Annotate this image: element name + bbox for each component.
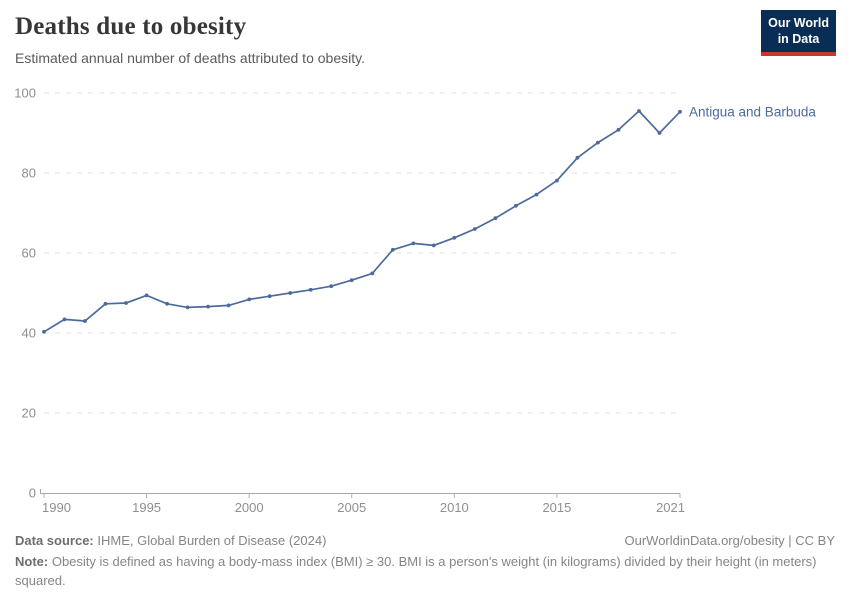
data-point[interactable]: [637, 109, 641, 113]
data-point[interactable]: [534, 192, 539, 197]
data-source: Data source: IHME, Global Burden of Dise…: [15, 532, 326, 551]
data-point[interactable]: [267, 294, 272, 299]
chart-footer: Data source: IHME, Global Burden of Dise…: [15, 532, 835, 591]
x-tick-label: 2015: [542, 500, 571, 515]
data-point[interactable]: [575, 155, 580, 160]
x-tick-label: 2000: [235, 500, 264, 515]
data-point[interactable]: [411, 241, 416, 246]
x-tick-label: 2005: [337, 500, 366, 515]
y-tick-label: 60: [22, 246, 36, 261]
data-point[interactable]: [226, 303, 231, 308]
x-tick-label: 1995: [132, 500, 161, 515]
data-point[interactable]: [596, 140, 600, 145]
y-gridlines: [44, 92, 680, 414]
data-point[interactable]: [493, 216, 498, 221]
x-tick-label: 1990: [42, 500, 71, 515]
data-series[interactable]: [42, 109, 682, 334]
data-point[interactable]: [452, 235, 457, 240]
x-tick-label: 2021: [656, 500, 685, 515]
data-point[interactable]: [288, 291, 293, 295]
owid-logo-line2: in Data: [777, 32, 820, 47]
data-point[interactable]: [42, 329, 46, 334]
data-point[interactable]: [390, 247, 395, 252]
data-point[interactable]: [308, 287, 313, 292]
chart-note: Note: Obesity is defined as having a bod…: [15, 553, 835, 591]
data-point[interactable]: [165, 301, 170, 306]
license-link[interactable]: OurWorldinData.org/obesity | CC BY: [624, 533, 836, 548]
series-label[interactable]: Antigua and Barbuda: [689, 104, 816, 119]
data-point[interactable]: [472, 227, 477, 231]
data-point[interactable]: [349, 278, 354, 283]
y-axis-labels: 0 20 40 60 80 100: [14, 86, 36, 501]
data-line[interactable]: [43, 110, 681, 333]
y-tick-label: 0: [29, 486, 36, 501]
note-label: Note:: [15, 553, 49, 569]
data-source-text: IHME, Global Burden of Disease (2024): [93, 533, 327, 548]
data-point[interactable]: [329, 284, 334, 289]
data-point[interactable]: [83, 319, 87, 323]
data-point[interactable]: [103, 301, 108, 306]
y-tick-label: 40: [22, 326, 36, 341]
line-chart[interactable]: 0 20 40 60 80 100 1990 1995 2000 2005 2010 2015 202…: [0, 80, 850, 525]
owid-logo[interactable]: Our World in Data: [761, 10, 836, 56]
data-point[interactable]: [247, 297, 252, 302]
data-point[interactable]: [431, 243, 436, 248]
chart-subtitle: Estimated annual number of deaths attrib…: [15, 50, 365, 66]
data-point[interactable]: [514, 203, 518, 208]
data-point[interactable]: [657, 131, 662, 135]
data-point[interactable]: [370, 271, 375, 276]
y-tick-label: 20: [22, 406, 36, 421]
data-point[interactable]: [678, 109, 682, 114]
data-point[interactable]: [185, 305, 190, 310]
data-point[interactable]: [144, 293, 149, 298]
data-point[interactable]: [616, 127, 621, 132]
owid-logo-line1: Our World: [768, 16, 829, 30]
data-point[interactable]: [555, 178, 559, 183]
data-point[interactable]: [206, 304, 211, 309]
page-title: Deaths due to obesity: [15, 13, 247, 40]
data-source-label: Data source:: [15, 533, 94, 548]
x-tick-label: 2010: [440, 500, 469, 515]
y-tick-label: 80: [22, 166, 36, 181]
x-axis-labels: 1990 1995 2000 2005 2010 2015 2021: [42, 500, 685, 515]
x-axis: [40, 489, 681, 498]
y-tick-label: 100: [14, 86, 36, 101]
data-point[interactable]: [124, 301, 128, 305]
note-text: Obesity is defined as having a body-mass…: [15, 553, 817, 588]
data-point[interactable]: [62, 317, 67, 322]
